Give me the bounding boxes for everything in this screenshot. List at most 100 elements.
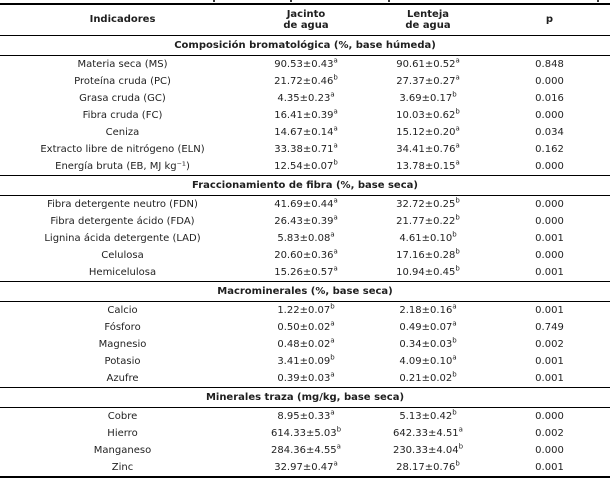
jacinto-value-cell: 15.26±0.57a bbox=[274, 264, 338, 278]
cropped-caption-remnant bbox=[0, 0, 610, 3]
lenteja-value-cell: 90.61±0.52a bbox=[396, 56, 460, 70]
significance-superscript: b bbox=[452, 230, 457, 239]
p-value-cell: 0.000 bbox=[535, 411, 564, 422]
table-row: Hemicelulosa 15.26±0.57a 10.94±0.45b 0.001 bbox=[0, 264, 610, 281]
indicator-cell: Zinc bbox=[111, 462, 134, 473]
jacinto-value-cell: 90.53±0.43a bbox=[274, 56, 338, 70]
indicator-cell: Ceniza bbox=[105, 127, 140, 138]
jacinto-value-cell: 3.41±0.09b bbox=[277, 353, 335, 367]
jacinto-value-cell: 4.35±0.23a bbox=[277, 90, 335, 104]
jacinto-value-cell: 5.83±0.08a bbox=[277, 230, 335, 244]
lenteja-value-cell: 230.33±4.04b bbox=[392, 442, 464, 456]
significance-superscript: b bbox=[330, 353, 335, 362]
lenteja-value-cell: 3.69±0.17b bbox=[399, 90, 457, 104]
jacinto-value-cell: 16.41±0.39a bbox=[274, 107, 338, 121]
table-row: Proteína cruda (PC) 21.72±0.46b 27.37±0.27… bbox=[0, 73, 610, 90]
jacinto-value-cell: 20.60±0.36a bbox=[274, 247, 338, 261]
section-header: Fraccionamiento de fibra (%, base seca) bbox=[0, 175, 610, 196]
significance-superscript: a bbox=[333, 141, 338, 150]
significance-superscript: a bbox=[452, 302, 457, 311]
significance-superscript: b bbox=[330, 302, 335, 311]
table-row: Calcio 1.22±0.07b 2.18±0.16a 0.001 bbox=[0, 302, 610, 319]
jacinto-value-cell: 0.48±0.02a bbox=[277, 336, 335, 350]
significance-superscript: a bbox=[458, 425, 463, 434]
significance-superscript: a bbox=[333, 56, 338, 65]
significance-superscript: b bbox=[452, 336, 457, 345]
section-header: Macrominerales (%, base seca) bbox=[0, 281, 610, 302]
indicator-cell: Materia seca (MS) bbox=[77, 59, 168, 70]
p-value-cell: 0.001 bbox=[535, 462, 564, 473]
indicator-cell: Proteína cruda (PC) bbox=[74, 76, 171, 87]
p-value-cell: 0.002 bbox=[535, 428, 564, 439]
lenteja-value-cell: 10.03±0.62b bbox=[396, 107, 460, 121]
lenteja-value-cell: 0.34±0.03b bbox=[399, 336, 457, 350]
table-row: Grasa cruda (GC) 4.35±0.23a 3.69±0.17b 0.01… bbox=[0, 90, 610, 107]
table-row: Cobre 8.95±0.33a 5.13±0.42b 0.000 bbox=[0, 408, 610, 425]
table-row: Extracto libre de nitrógeno (ELN) 33.38±0… bbox=[0, 141, 610, 158]
p-value-cell: 0.000 bbox=[535, 250, 564, 261]
significance-superscript: b bbox=[455, 264, 460, 273]
indicator-cell: Fibra detergente ácido (FDA) bbox=[50, 216, 195, 227]
jacinto-value-cell: 26.43±0.39a bbox=[274, 213, 338, 227]
significance-superscript: b bbox=[455, 247, 460, 256]
lenteja-value-cell: 27.37±0.27a bbox=[396, 73, 460, 87]
lenteja-value-cell: 28.17±0.76b bbox=[396, 459, 460, 473]
significance-superscript: a bbox=[336, 442, 341, 451]
indicator-cell: Potasio bbox=[104, 356, 141, 367]
jacinto-value-cell: 0.39±0.03a bbox=[277, 370, 335, 384]
significance-superscript: a bbox=[330, 230, 335, 239]
p-value-cell: 0.016 bbox=[535, 93, 564, 104]
p-value-cell: 0.000 bbox=[535, 199, 564, 210]
table-row: Zinc 32.97±0.47a 28.17±0.76b 0.001 bbox=[0, 459, 610, 476]
jacinto-value-cell: 14.67±0.14a bbox=[274, 124, 338, 138]
column-header-indicadores: Indicadores bbox=[89, 14, 156, 26]
column-header-lenteja-line1: Lenteja bbox=[406, 8, 449, 20]
significance-superscript: a bbox=[333, 459, 338, 468]
significance-superscript: b bbox=[455, 213, 460, 222]
indicator-cell: Fibra detergente neutro (FDN) bbox=[47, 199, 198, 210]
table-row: Hierro 614.33±5.03b 642.33±4.51a 0.002 bbox=[0, 425, 610, 442]
lenteja-value-cell: 4.61±0.10b bbox=[399, 230, 457, 244]
table-row: Materia seca (MS) 90.53±0.43a 90.61±0.52a 0… bbox=[0, 56, 610, 73]
section-header: Composición bromatológica (%, base húmed… bbox=[0, 35, 610, 56]
p-value-cell: 0.001 bbox=[535, 233, 564, 244]
indicator-cell: Fósforo bbox=[104, 322, 141, 333]
jacinto-value-cell: 284.36±4.55a bbox=[271, 442, 341, 456]
indicator-cell: Grasa cruda (GC) bbox=[79, 93, 166, 104]
jacinto-value-cell: 33.38±0.71a bbox=[274, 141, 338, 155]
significance-superscript: a bbox=[455, 73, 460, 82]
p-value-cell: 0.000 bbox=[535, 216, 564, 227]
p-value-cell: 0.034 bbox=[535, 127, 564, 138]
column-header-jacinto-line1: Jacinto bbox=[286, 8, 326, 20]
table-row: Potasio 3.41±0.09b 4.09±0.10a 0.001 bbox=[0, 353, 610, 370]
lenteja-value-cell: 15.12±0.20a bbox=[396, 124, 460, 138]
p-value-cell: 0.001 bbox=[535, 373, 564, 384]
indicator-cell: Magnesio bbox=[98, 339, 147, 350]
lenteja-value-cell: 17.16±0.28b bbox=[396, 247, 460, 261]
jacinto-value-cell: 1.22±0.07b bbox=[277, 302, 335, 316]
significance-superscript: a bbox=[455, 56, 460, 65]
table-row: Fibra cruda (FC) 16.41±0.39a 10.03±0.62b 0.… bbox=[0, 107, 610, 124]
table-row: Celulosa 20.60±0.36a 17.16±0.28b 0.000 bbox=[0, 247, 610, 264]
significance-superscript: a bbox=[333, 124, 338, 133]
table-header-row: Indicadores Jacinto de agua Lenteja de a… bbox=[0, 5, 610, 35]
indicator-cell: Hierro bbox=[107, 428, 138, 439]
table-row: Energía bruta (EB, MJ kg⁻¹) 12.54±0.07b 13… bbox=[0, 158, 610, 175]
table-row: Lignina ácida detergente (LAD) 5.83±0.08a… bbox=[0, 230, 610, 247]
significance-superscript: b bbox=[333, 73, 338, 82]
lenteja-value-cell: 13.78±0.15a bbox=[396, 158, 460, 172]
significance-superscript: a bbox=[333, 264, 338, 273]
significance-superscript: b bbox=[458, 442, 464, 451]
significance-superscript: a bbox=[330, 319, 335, 328]
p-value-cell: 0.001 bbox=[535, 305, 564, 316]
significance-superscript: b bbox=[455, 459, 460, 468]
indicator-cell: Hemicelulosa bbox=[88, 267, 157, 278]
column-header-jacinto-line2: de agua bbox=[283, 20, 329, 31]
lenteja-value-cell: 34.41±0.76a bbox=[396, 141, 460, 155]
indicator-cell: Lignina ácida detergente (LAD) bbox=[44, 233, 201, 244]
lenteja-value-cell: 0.49±0.07a bbox=[399, 319, 457, 333]
table-row: Ceniza 14.67±0.14a 15.12±0.20a 0.034 bbox=[0, 124, 610, 141]
section-header: Minerales traza (mg/kg, base seca) bbox=[0, 387, 610, 408]
significance-superscript: a bbox=[452, 353, 457, 362]
